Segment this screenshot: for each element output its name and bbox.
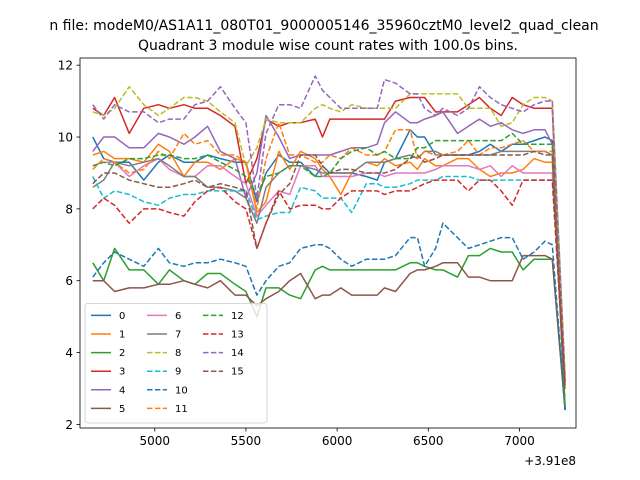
series-line-4 [92,111,566,382]
x-tick-label-5000: 5000 [139,434,170,448]
legend-label-12: 12 [231,311,244,322]
x-tick-label-7000: 7000 [504,434,535,448]
series-line-15 [92,150,566,385]
series-line-8 [92,85,566,378]
legend-label-1: 1 [119,330,125,341]
legend-label-5: 5 [119,404,125,415]
legend-label-4: 4 [119,385,125,396]
y-tick-label-6: 6 [65,274,73,288]
legend-label-7: 7 [175,330,181,341]
legend-label-13: 13 [231,330,244,341]
legend-label-11: 11 [175,404,188,415]
legend-label-15: 15 [231,367,244,378]
legend-label-2: 2 [119,348,125,359]
axes-frame [79,57,577,429]
figure-suptitle: n file: modeM0/AS1A11_080T01_9000005146_… [49,18,598,34]
x-tick-label-5500: 5500 [231,434,262,448]
series-line-10 [92,222,566,411]
y-tick-label-4: 4 [65,346,73,360]
series-line-14 [92,75,566,378]
y-tick-label-8: 8 [65,202,73,216]
series-line-13 [92,179,566,389]
legend-label-14: 14 [231,348,244,359]
legend-label-9: 9 [175,367,181,378]
y-tick-label-2: 2 [65,418,73,432]
plot-area [92,75,566,411]
legend-label-8: 8 [175,348,181,359]
legend-label-6: 6 [175,311,181,322]
x-tick-label-6500: 6500 [413,434,444,448]
y-tick-label-12: 12 [58,59,73,73]
y-tick-label-10: 10 [58,131,73,145]
legend-label-3: 3 [119,367,125,378]
x-tick-label-6000: 6000 [322,434,353,448]
series-lines [92,75,566,411]
x-offset-label: +3.91e8 [524,454,576,468]
chart-title: Quadrant 3 module wise count rates with … [138,38,518,54]
series-line-7 [92,150,566,411]
legend-label-10: 10 [175,385,188,396]
legend-label-0: 0 [119,311,125,322]
series-line-5 [92,254,566,411]
series-line-12 [92,132,566,407]
